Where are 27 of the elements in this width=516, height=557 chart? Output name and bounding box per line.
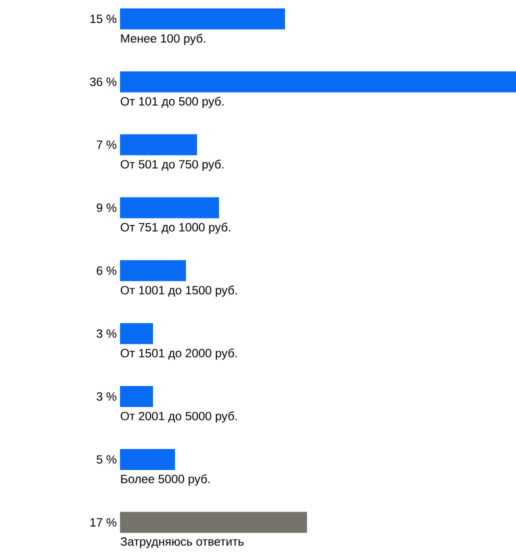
bar bbox=[120, 448, 176, 470]
bar bbox=[120, 8, 286, 30]
data-label: 3 % bbox=[96, 392, 116, 401]
bar bbox=[120, 323, 154, 344]
y-tick-label: От 751 до 1000 руб. bbox=[120, 222, 230, 234]
y-tick-label: Менее 100 руб. bbox=[121, 34, 206, 46]
bar bbox=[120, 260, 186, 282]
bar bbox=[120, 197, 220, 218]
bar bbox=[120, 134, 198, 156]
y-tick-label: От 501 до 750 руб. bbox=[120, 160, 224, 171]
data-label: 3 % bbox=[96, 329, 116, 338]
bar bbox=[120, 386, 154, 408]
y-tick-label: Более 5000 руб. bbox=[121, 474, 210, 486]
bar bbox=[120, 512, 308, 533]
data-label: 17 % bbox=[90, 518, 116, 527]
data-label: 15 % bbox=[90, 14, 116, 24]
data-label: 36 % bbox=[90, 78, 116, 86]
y-tick-label: Затрудняюсь ответить bbox=[120, 537, 244, 548]
data-label: 5 % bbox=[96, 455, 116, 464]
y-tick-label: От 1501 до 2000 руб. bbox=[120, 348, 237, 360]
y-tick-label: От 1001 до 1500 руб. bbox=[120, 286, 237, 297]
data-label: 6 % bbox=[96, 266, 116, 275]
y-tick-label: От 2001 до 5000 руб. bbox=[120, 411, 237, 423]
data-label: 7 % bbox=[96, 140, 116, 149]
bar bbox=[120, 71, 516, 92]
y-tick-label: От 101 до 500 руб. bbox=[120, 96, 224, 108]
data-label: 9 % bbox=[96, 203, 116, 212]
